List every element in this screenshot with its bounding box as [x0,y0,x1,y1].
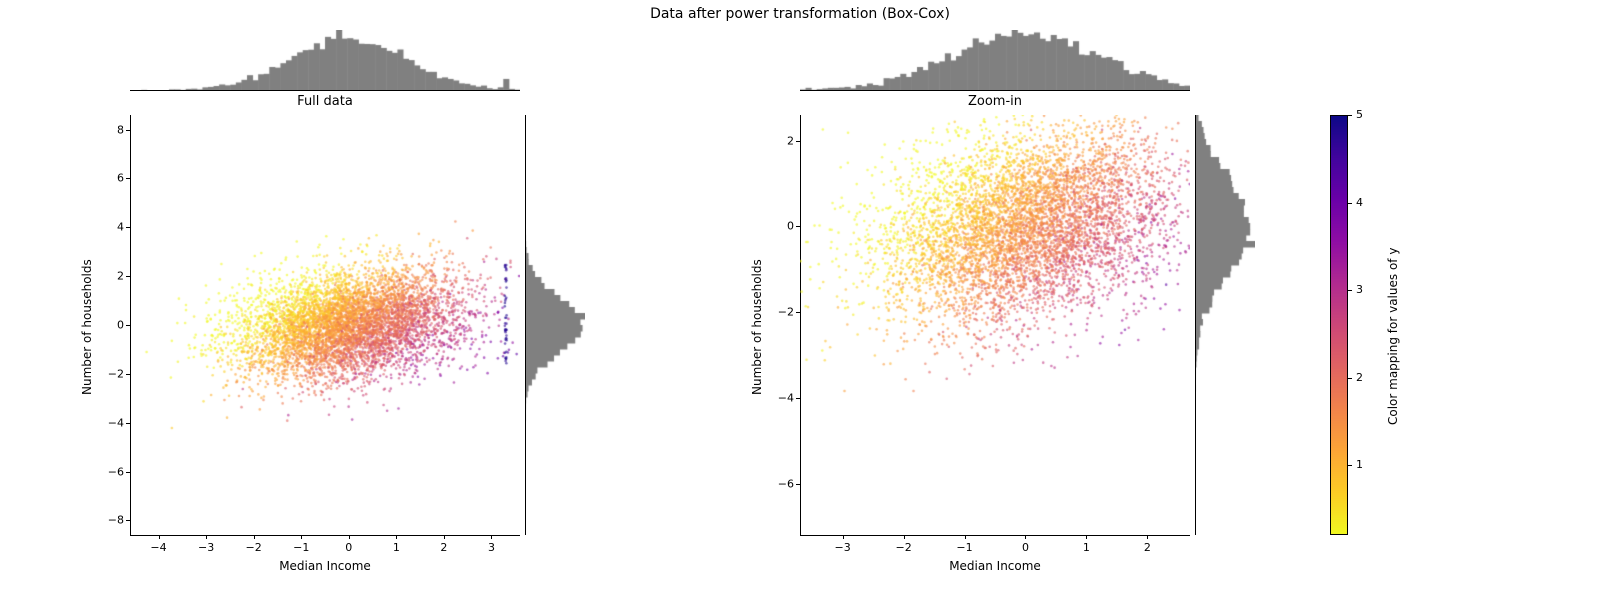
right-xtick-label: 2 [1144,541,1151,554]
left-ytick-label: 8 [94,123,124,136]
right-xtick-label: 1 [1083,541,1090,554]
left-ytick-label: −2 [94,367,124,380]
right-xtick-mark [1025,535,1026,539]
left-rhist-spine [525,115,526,535]
right-xtick-label: −1 [956,541,972,554]
left-ytick-mark [126,472,130,473]
right-spine-bottom [800,535,1190,536]
right-top-hist [800,30,1190,90]
left-xtick-mark [206,535,207,539]
left-xtick-mark [301,535,302,539]
left-ytick-label: 4 [94,221,124,234]
right-ytick-mark [796,312,800,313]
right-tophist-spine [800,90,1190,91]
left-xtick-mark [349,535,350,539]
cbar-tick-label: 5 [1356,108,1363,121]
left-xtick-label: −3 [198,541,214,554]
cbar-tick-mark [1348,203,1352,204]
left-ytick-label: 6 [94,172,124,185]
right-right-hist [1195,115,1255,535]
right-ytick-label: −4 [764,391,794,404]
right-ytick-mark [796,484,800,485]
left-ytick-mark [126,178,130,179]
right-xtick-label: −2 [895,541,911,554]
left-scatter [130,115,520,535]
right-xlabel: Median Income [800,559,1190,573]
colorbar-outline [1330,115,1348,535]
left-tophist-spine [130,90,520,91]
right-ylabel: Number of households [750,259,764,395]
right-scatter [800,115,1190,535]
cbar-tick-mark [1348,290,1352,291]
right-ytick-mark [796,141,800,142]
left-ytick-label: −6 [94,465,124,478]
left-xtick-mark [444,535,445,539]
right-ytick-label: −6 [764,477,794,490]
left-ytick-mark [126,325,130,326]
cbar-tick-mark [1348,115,1352,116]
left-ytick-mark [126,130,130,131]
right-xtick-mark [1086,535,1087,539]
cbar-tick-label: 4 [1356,196,1363,209]
right-ytick-label: −2 [764,306,794,319]
left-xtick-label: −2 [246,541,262,554]
left-ytick-label: −4 [94,416,124,429]
left-xtick-label: 1 [393,541,400,554]
right-ytick-mark [796,226,800,227]
left-ytick-mark [126,423,130,424]
left-xtick-label: 3 [488,541,495,554]
left-ytick-label: 0 [94,319,124,332]
cbar-tick-mark [1348,465,1352,466]
right-xtick-label: 0 [1022,541,1029,554]
left-ytick-mark [126,520,130,521]
left-ytick-mark [126,374,130,375]
left-ylabel: Number of households [80,259,94,395]
cbar-tick-label: 1 [1356,458,1363,471]
right-ytick-mark [796,398,800,399]
right-title: Zoom-in [800,94,1190,109]
left-xtick-mark [254,535,255,539]
left-xtick-mark [159,535,160,539]
right-xtick-mark [843,535,844,539]
right-ytick-label: 2 [764,134,794,147]
cbar-tick-mark [1348,378,1352,379]
left-ytick-mark [126,276,130,277]
left-title: Full data [130,94,520,109]
left-xtick-label: −1 [293,541,309,554]
left-xtick-label: −4 [150,541,166,554]
right-xtick-mark [1147,535,1148,539]
figure-suptitle: Data after power transformation (Box-Cox… [0,6,1600,22]
left-xlabel: Median Income [130,559,520,573]
left-right-hist [525,115,585,535]
cbar-tick-label: 3 [1356,283,1363,296]
left-xtick-mark [491,535,492,539]
right-rhist-spine [1195,115,1196,535]
left-ytick-mark [126,227,130,228]
left-ytick-label: −8 [94,514,124,527]
left-xtick-mark [396,535,397,539]
colorbar-label: Color mapping for values of y [1386,248,1400,425]
right-xtick-label: −3 [835,541,851,554]
left-xtick-label: 2 [440,541,447,554]
left-xtick-label: 0 [345,541,352,554]
left-top-hist [130,30,520,90]
right-xtick-mark [965,535,966,539]
left-spine-bottom [130,535,520,536]
left-ytick-label: 2 [94,270,124,283]
right-xtick-mark [904,535,905,539]
cbar-tick-label: 2 [1356,371,1363,384]
right-ytick-label: 0 [764,220,794,233]
